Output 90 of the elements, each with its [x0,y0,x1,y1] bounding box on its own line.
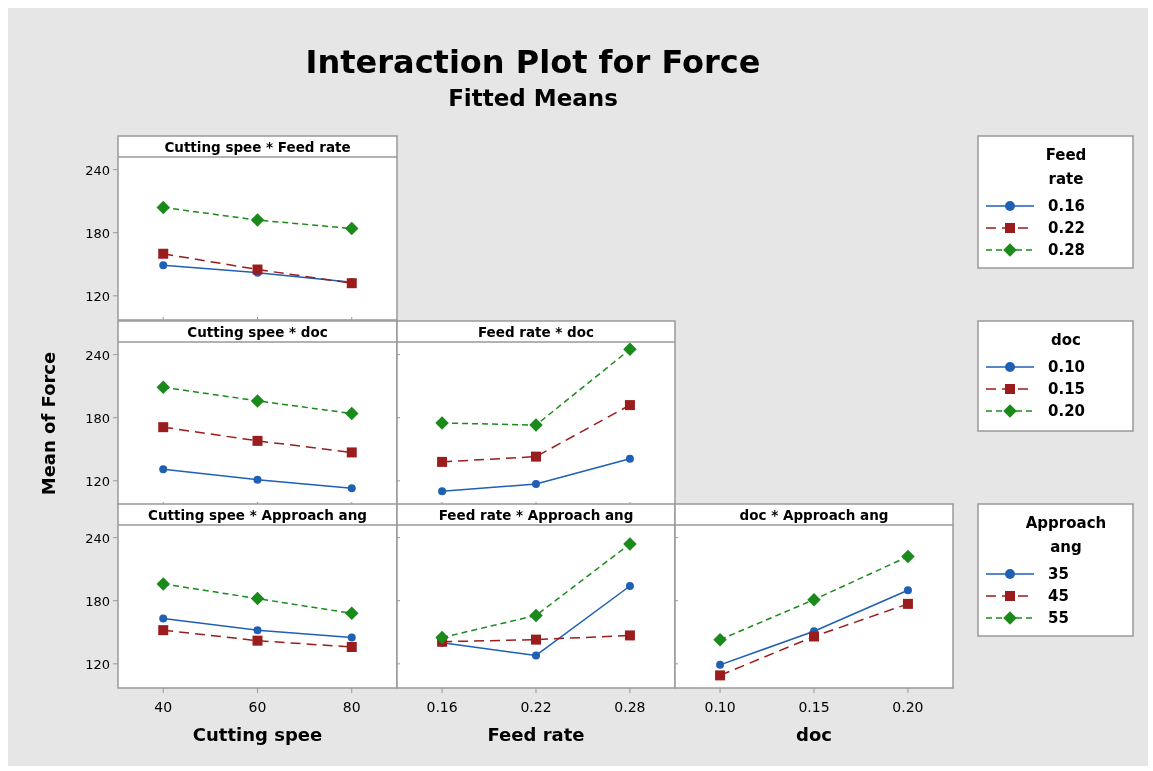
y-tick-label: 240 [85,347,110,363]
point [250,213,265,227]
point [902,598,913,609]
chart-title: Cutting spee * doc [187,324,328,340]
chart-title: doc * Approach ang [739,507,889,523]
legend-label: 0.10 [1048,358,1086,376]
point [253,475,262,484]
point [529,418,543,432]
chart-title: Cutting spee * Approach ang [147,507,368,523]
point [250,591,265,606]
point [625,454,634,463]
y-tick-label: 240 [85,530,110,546]
point [158,625,169,636]
y-tick-label: 120 [85,473,110,489]
point [252,435,263,446]
legend-label: 0.15 [1048,380,1086,398]
point [435,416,449,430]
point [716,660,725,669]
y-tick-label: 180 [85,410,110,426]
legend-label: 35 [1048,565,1069,583]
x-tick-label: 0.15 [798,699,830,715]
legend-title: Feed rate [1045,146,1087,188]
point [159,614,168,623]
x-tick-label: 80 [342,699,361,715]
point [158,248,169,259]
legend-title: Approach ang [1025,514,1107,556]
y-tick-label: 240 [85,162,110,178]
point [159,465,168,474]
point [532,479,540,488]
point [532,651,540,660]
x-tick-label: 0.22 [520,699,552,715]
point [713,632,727,647]
y-axis-title: Mean of Force [38,351,59,496]
x-tick-label: 0.28 [614,699,646,715]
text: Fitted Means [448,85,618,111]
point [623,342,637,357]
x-axis-title: Feed rate [487,724,585,745]
point [531,451,541,462]
point [529,608,543,623]
chart-title: Feed rate * doc [477,324,595,340]
y-tick-label: 120 [85,288,110,304]
point [623,537,637,551]
point [437,456,448,467]
point [903,586,912,595]
x-tick-label: 0.10 [704,699,736,715]
point [346,447,357,458]
legend-label: 55 [1048,609,1069,627]
point [531,634,541,645]
legend-label: 0.28 [1048,241,1086,259]
text: Interaction Plot for Force [305,43,761,81]
y-tick-label: 120 [85,656,110,672]
chart-title: Cutting spee * Feed rate [164,139,351,155]
x-tick-label: 0.16 [426,699,458,715]
point [252,264,263,275]
point [345,221,359,236]
point [625,581,634,590]
point [438,487,447,496]
x-tick-label: 40 [154,699,173,715]
point [159,261,168,270]
point [435,630,449,645]
y-tick-label: 180 [85,593,110,609]
y-tick-label: 180 [85,225,110,241]
point [715,670,726,681]
point [250,394,265,408]
legend-title: doc [1051,331,1081,349]
point [345,606,359,621]
point [253,626,262,635]
chart-title: Feed rate * Approach ang [438,507,634,523]
point [624,630,635,641]
legend-label: 0.22 [1048,219,1086,237]
point [156,200,170,215]
legend-label: 45 [1048,587,1069,605]
point [347,484,356,493]
point [158,422,169,433]
point [345,406,359,421]
point [156,380,170,394]
point [809,631,819,642]
legend-label: 0.16 [1048,197,1086,215]
point [901,549,915,564]
x-tick-label: 0.20 [892,699,924,715]
point [156,577,170,591]
point [252,635,263,646]
legend-label: 0.20 [1048,402,1086,420]
x-tick-label: 60 [248,699,267,715]
point [347,633,356,642]
x-axis-title: Cutting spee [192,724,323,745]
point [624,400,635,411]
point [807,592,821,607]
point [346,641,357,652]
x-axis-title: doc [796,724,832,745]
